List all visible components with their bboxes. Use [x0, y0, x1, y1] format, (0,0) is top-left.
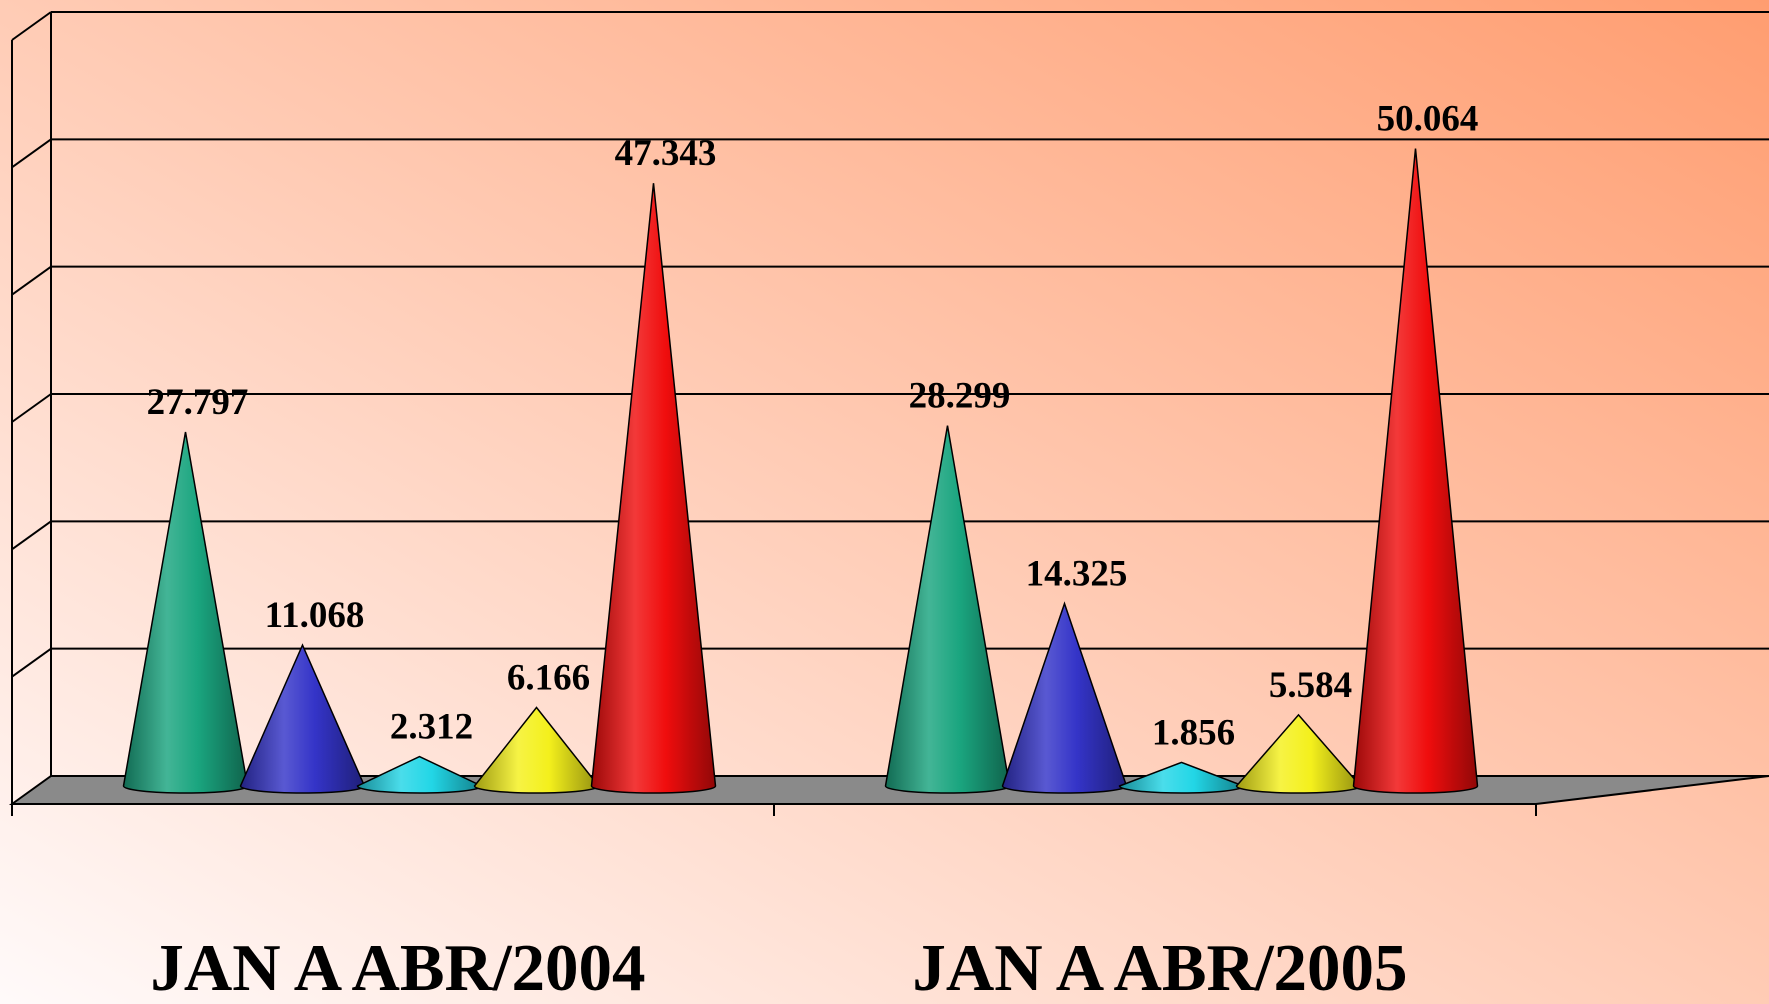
category-label: JAN A ABR/2004	[150, 931, 645, 1004]
category-label: JAN A ABR/2005	[912, 931, 1407, 1004]
cone-body	[1352, 148, 1479, 794]
cone-mark	[1352, 148, 1479, 794]
data-label: 6.166	[507, 657, 590, 698]
wall-tick	[11, 265, 52, 296]
data-label: 11.068	[265, 595, 365, 636]
data-label: 47.343	[615, 133, 717, 174]
cone-body	[590, 183, 717, 794]
data-label: 5.584	[1269, 665, 1352, 706]
wall-tick	[11, 11, 52, 41]
wall-tick	[11, 520, 52, 551]
data-label: 27.797	[147, 382, 249, 423]
data-label: 14.325	[1026, 554, 1128, 595]
cone-mark	[590, 183, 717, 794]
wall-tick	[11, 647, 52, 678]
data-label: 28.299	[909, 376, 1011, 417]
data-label: 2.312	[390, 707, 473, 748]
data-label: 50.064	[1377, 99, 1479, 140]
wall-tick	[11, 138, 52, 169]
wall-tick	[11, 393, 52, 423]
data-label: 1.856	[1152, 712, 1235, 753]
